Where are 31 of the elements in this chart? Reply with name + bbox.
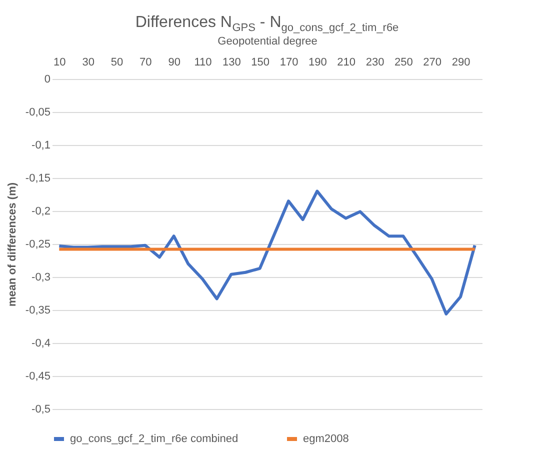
x-tick-label: 130 <box>222 56 241 68</box>
y-tick-label: -0,05 <box>25 106 50 118</box>
y-tick-label: -0,45 <box>25 370 50 382</box>
x-tick-label: 30 <box>82 56 94 68</box>
line-series <box>58 190 476 316</box>
x-axis-title: Geopotential degree <box>218 36 318 48</box>
legend-label: go_cons_gcf_2_tim_r6e combined <box>70 433 238 445</box>
x-tick-label: 70 <box>140 56 152 68</box>
x-tick-label: 190 <box>308 56 327 68</box>
y-tick-label: 0 <box>44 74 50 86</box>
y-tick-label: -0,4 <box>32 338 50 350</box>
y-tick-label: -0,2 <box>32 206 50 218</box>
x-tick-label: 150 <box>251 56 270 68</box>
x-tick-label: 270 <box>423 56 442 68</box>
y-tick-label: -0,1 <box>32 140 50 152</box>
legend-label: egm2008 <box>303 433 349 445</box>
y-tick-label: -0,3 <box>32 272 50 284</box>
y-tick-label: -0,5 <box>32 404 50 416</box>
y-tick-label: -0,35 <box>25 304 50 316</box>
x-tick-label: 110 <box>194 56 212 68</box>
x-tick-label: 50 <box>110 56 124 68</box>
y-tick-label: -0,15 <box>25 172 50 184</box>
y-tick-label: -0,25 <box>25 238 50 250</box>
y-axis-title: mean of differences (m) <box>6 182 18 307</box>
x-tick-label: 290 <box>452 56 470 68</box>
x-tick-label: 210 <box>337 56 356 68</box>
x-tick-label: 170 <box>280 56 298 68</box>
x-tick-label: 250 <box>394 56 413 68</box>
x-tick-label: 90 <box>168 56 180 68</box>
x-tick-label: 10 <box>54 56 66 68</box>
x-tick-label: 230 <box>366 56 384 68</box>
